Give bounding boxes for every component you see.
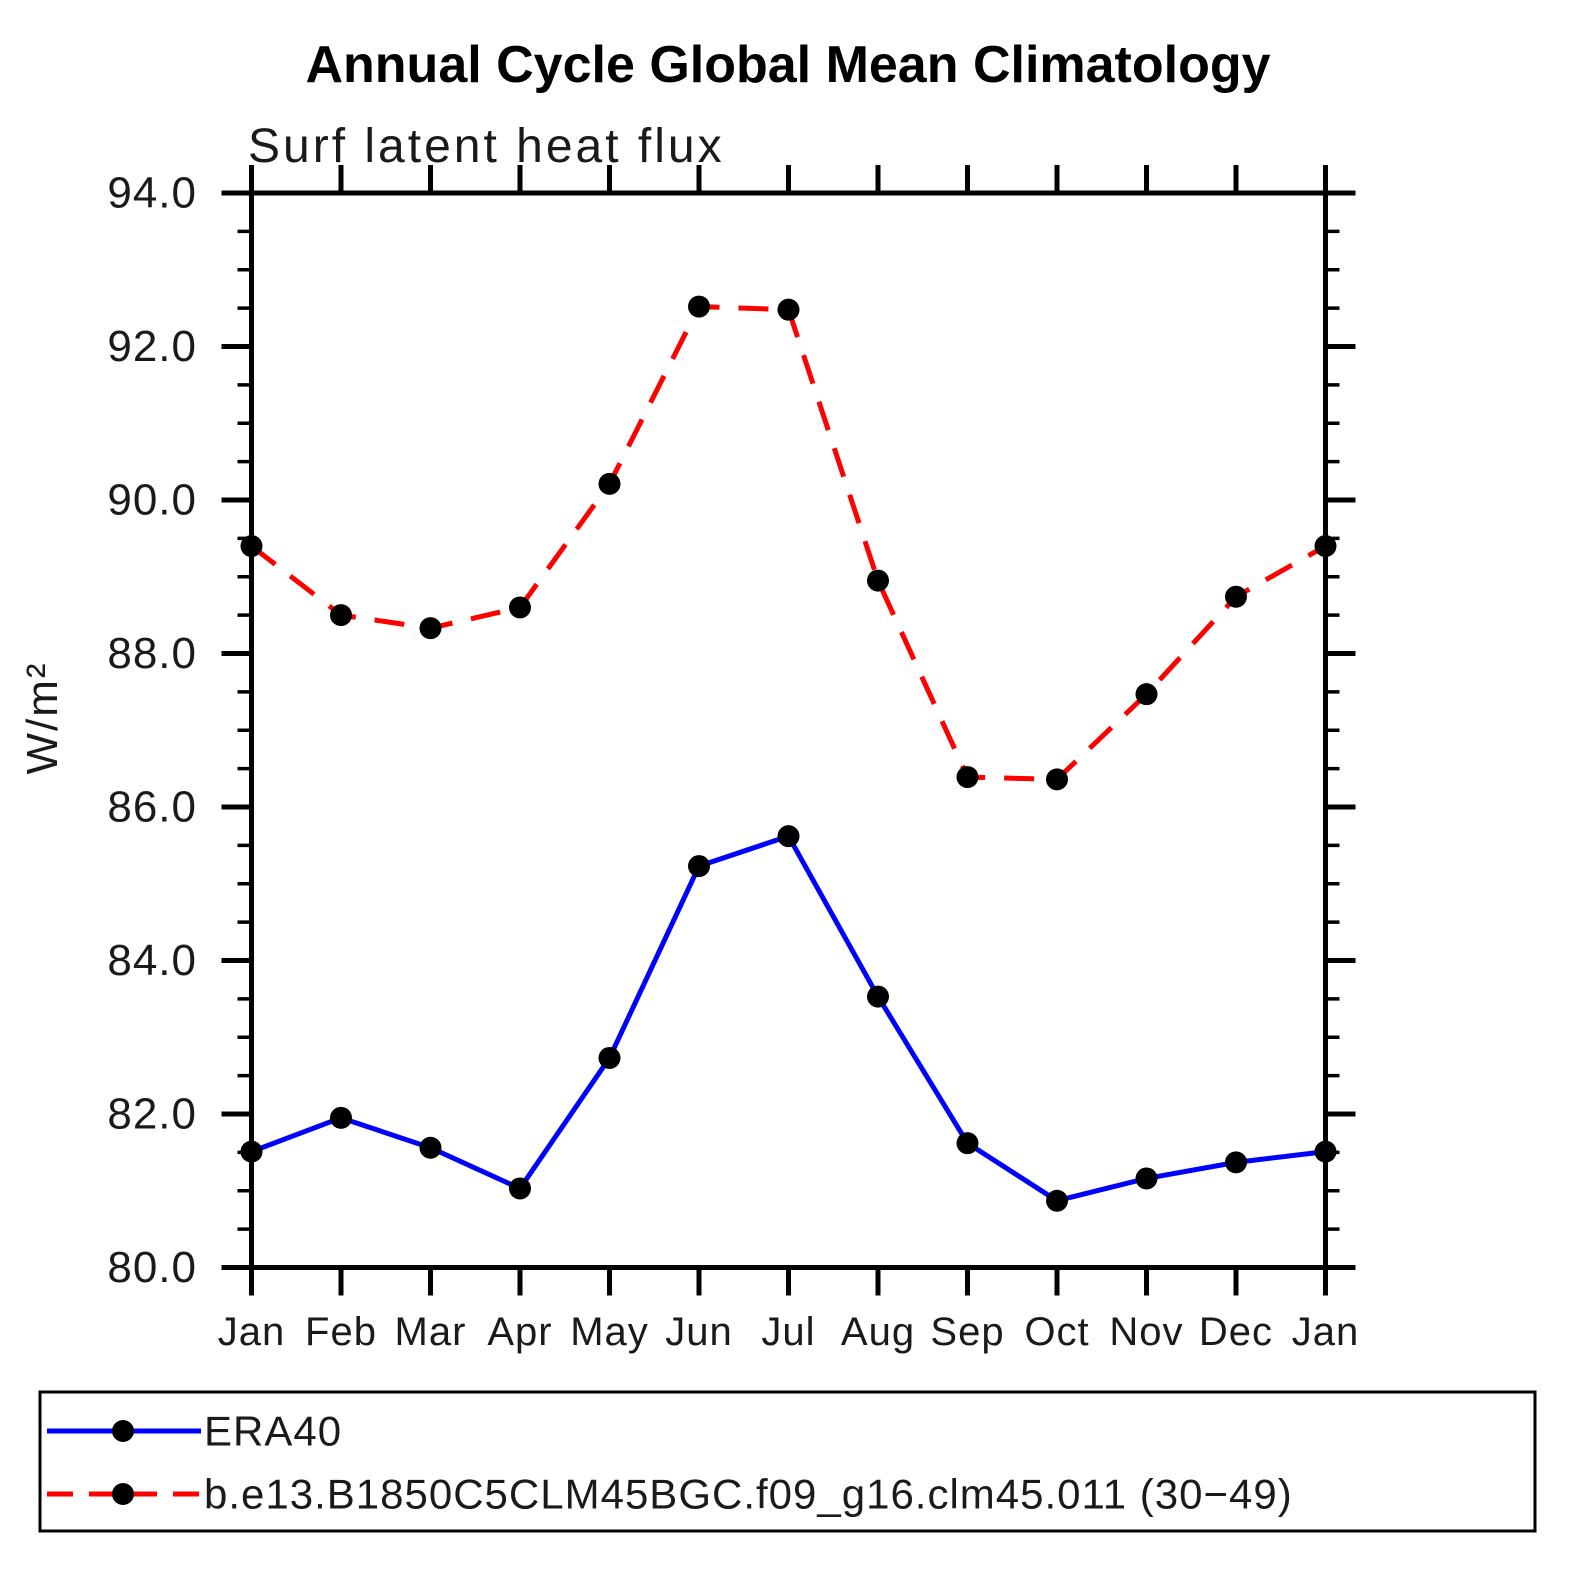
- series-line-1: [249, 304, 1327, 782]
- data-point: [419, 617, 442, 640]
- y-tick-label: 94.0: [107, 169, 197, 218]
- data-point: [509, 1177, 531, 1200]
- data-point: [956, 766, 979, 789]
- plot-frame: [249, 190, 1328, 1270]
- y-tick-label: 88.0: [107, 629, 197, 678]
- y-tick-label: 80.0: [107, 1243, 197, 1292]
- data-point: [777, 825, 800, 848]
- data-point: [1135, 1167, 1158, 1190]
- y-tick-label: 92.0: [107, 322, 197, 371]
- data-point: [330, 604, 352, 627]
- plot-area: Jan Feb Mar Apr May Jun Jul Aug Sep Oct Nov Dec Jan 8…: [107, 165, 1360, 1354]
- data-point: [867, 569, 889, 592]
- legend-model-marker-icon: [112, 1483, 134, 1505]
- y-tick-label: 82.0: [107, 1090, 197, 1139]
- y-tick-label: 84.0: [107, 936, 197, 985]
- legend-label-model: b.e13.B1850C5CLM45BGC.f09_g16.clm45.011 …: [204, 1471, 1293, 1518]
- y-axis-label: W/m²: [18, 661, 67, 774]
- chart-title: Annual Cycle Global Mean Climatology: [305, 36, 1270, 94]
- data-point: [1225, 1151, 1247, 1174]
- x-tick-label: Mar: [395, 1310, 467, 1354]
- data-point: [688, 855, 710, 878]
- x-tick-label: Jan: [218, 1310, 286, 1354]
- data-point: [1314, 1140, 1337, 1163]
- x-tick-label: Dec: [1199, 1310, 1273, 1354]
- data-point: [688, 295, 710, 318]
- x-tick-label: Aug: [841, 1310, 915, 1354]
- x-tick-label: May: [570, 1310, 649, 1354]
- data-point: [1225, 585, 1247, 608]
- x-tick-label: Feb: [305, 1310, 377, 1354]
- data-point: [598, 1046, 621, 1069]
- data-point: [777, 298, 800, 321]
- data-point: [1314, 535, 1337, 558]
- data-point: [509, 596, 531, 619]
- x-tick-label: Jul: [761, 1310, 815, 1354]
- series-line-0: [250, 833, 1326, 1204]
- data-point: [1046, 1189, 1068, 1212]
- x-tick-label: Oct: [1024, 1310, 1089, 1354]
- data-point: [419, 1136, 442, 1159]
- x-tick-label: Nov: [1109, 1310, 1183, 1354]
- data-point: [867, 985, 889, 1008]
- data-point: [956, 1132, 979, 1155]
- y-tick-label: 86.0: [107, 783, 197, 832]
- data-point: [1046, 768, 1068, 791]
- legend: ERA40 b.e13.B1850C5CLM45BGC.f09_g16.clm4…: [38, 1390, 1537, 1533]
- x-tick-label: Jun: [665, 1310, 733, 1354]
- x-tick-label: Sep: [930, 1310, 1004, 1354]
- legend-label-era40: ERA40: [204, 1408, 342, 1455]
- x-tick-label: Jan: [1292, 1310, 1360, 1354]
- legend-era40-marker-icon: [112, 1420, 134, 1442]
- data-point: [330, 1106, 352, 1129]
- y-tick-label: 90.0: [107, 476, 197, 525]
- data-point: [240, 535, 263, 558]
- data-point: [598, 472, 621, 495]
- chart-subtitle: Surf latent heat flux: [248, 120, 725, 173]
- data-point: [1135, 683, 1158, 706]
- legend-border: [38, 1390, 1537, 1533]
- data-point: [240, 1140, 263, 1163]
- x-tick-label: Apr: [487, 1310, 552, 1354]
